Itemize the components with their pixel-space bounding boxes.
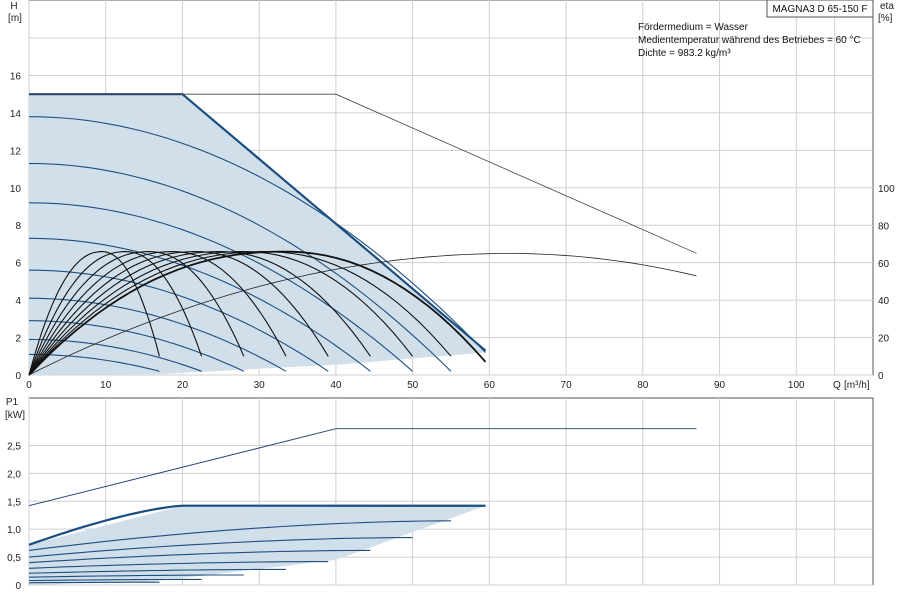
power-tick-label-4: 2,0 — [7, 469, 21, 480]
head-curve-7 — [28, 338, 202, 372]
x-tick-label-2: 20 — [177, 380, 189, 391]
x-tick-label-1: 10 — [100, 380, 112, 391]
power-curve-2 — [28, 549, 371, 564]
efficiency-curve-4 — [28, 251, 329, 376]
power-tick-label-2: 1,0 — [7, 525, 21, 536]
power-axis-title: P1 — [6, 397, 19, 408]
left-tick-label-2: 4 — [15, 296, 21, 307]
head-curve-3 — [28, 237, 371, 372]
efficiency-curve-3 — [28, 251, 287, 376]
head-efficiency-chart: 0 2 4 6 8 10 12 14 16 H[m] 0 20 40 60 80 100 eta[%] 0 10 20… — [8, 0, 895, 391]
right-tick-label-4: 80 — [878, 221, 890, 232]
twin-head-curve — [29, 93, 697, 254]
x-tick-label-7: 70 — [561, 380, 573, 391]
model-label-box — [766, 0, 874, 18]
left-tick-label-3: 6 — [15, 259, 21, 270]
left-axis-unit: [m] — [8, 13, 22, 24]
head-curve-0 — [28, 116, 486, 353]
right-tick-label-3: 60 — [878, 259, 890, 270]
right-tick-label-0: 0 — [878, 371, 884, 382]
efficiency-curve-0 — [28, 251, 160, 376]
x-tick-label-6: 60 — [484, 380, 496, 391]
x-tick-label-9: 90 — [714, 380, 726, 391]
left-tick-label-0: 0 — [15, 371, 21, 382]
x-tick-label-0: 0 — [26, 380, 32, 391]
efficiency-curve-1 — [28, 251, 203, 376]
left-tick-label-1: 2 — [15, 334, 21, 345]
right-tick-label-2: 40 — [878, 296, 890, 307]
operating-area — [29, 94, 486, 375]
power-tick-label-0: 0 — [15, 581, 21, 592]
efficiency-curve-5 — [28, 251, 371, 376]
x-axis-unit: [m³/h] — [844, 380, 870, 391]
head-curve-8 — [29, 353, 160, 372]
efficiency-curve-6 — [28, 251, 414, 376]
efficiency-curve-7 — [28, 251, 452, 376]
left-axis-title: H — [10, 1, 17, 12]
twin-power-curve — [28, 428, 697, 507]
left-tick-label-7: 14 — [10, 109, 22, 120]
model-label: MAGNA3 D 65-150 F — [772, 4, 867, 15]
power-curve-1 — [28, 537, 413, 558]
head-curve-6 — [29, 320, 245, 372]
efficiency-curve-2 — [28, 251, 245, 376]
right-tick-label-5: 100 — [878, 184, 895, 195]
power-axis-unit: [kW] — [5, 410, 25, 421]
power-curve-0 — [28, 520, 452, 551]
info-line-2: Dichte = 983.2 kg/m³ — [638, 48, 731, 59]
head-curve-5 — [28, 297, 287, 372]
power-curve-4 — [28, 568, 286, 574]
x-tick-label-8: 80 — [637, 380, 649, 391]
x-tick-label-4: 40 — [330, 380, 342, 391]
power-tick-label-5: 2,5 — [7, 441, 21, 452]
info-line-0: Fördermedium = Wasser — [638, 22, 749, 33]
power-tick-label-1: 0,5 — [7, 553, 21, 564]
left-tick-label-5: 10 — [10, 184, 22, 195]
info-line-1: Medientemperatur während des Betriebes =… — [638, 35, 861, 46]
power-area — [29, 505, 486, 585]
left-tick-label-6: 12 — [10, 146, 22, 157]
x-tick-label-3: 30 — [254, 380, 266, 391]
right-axis-title: eta — [880, 1, 894, 12]
x-tick-label-10: 100 — [788, 380, 805, 391]
right-axis-unit: [%] — [878, 13, 893, 24]
head-curve-1 — [28, 162, 452, 372]
head-curve-2 — [28, 202, 413, 372]
power-curve-5 — [28, 574, 244, 578]
power-tick-label-3: 1,5 — [7, 497, 21, 508]
efficiency-curve-8 — [28, 250, 487, 376]
power-chart: 0 0,5 1,0 1,5 2,0 2,5 P1 [kW] — [5, 397, 874, 592]
left-tick-label-8: 16 — [10, 71, 22, 82]
power-curve-7 — [28, 581, 160, 584]
right-tick-label-1: 20 — [878, 334, 890, 345]
twin-efficiency-curve — [28, 253, 697, 376]
x-axis-title: Q — [833, 380, 841, 391]
left-tick-label-4: 8 — [15, 221, 21, 232]
power-curve-6 — [29, 578, 202, 582]
head-curve-4 — [29, 269, 329, 372]
max-power-curve — [28, 504, 486, 546]
x-tick-label-5: 50 — [407, 380, 419, 391]
power-curve-3 — [28, 561, 329, 569]
